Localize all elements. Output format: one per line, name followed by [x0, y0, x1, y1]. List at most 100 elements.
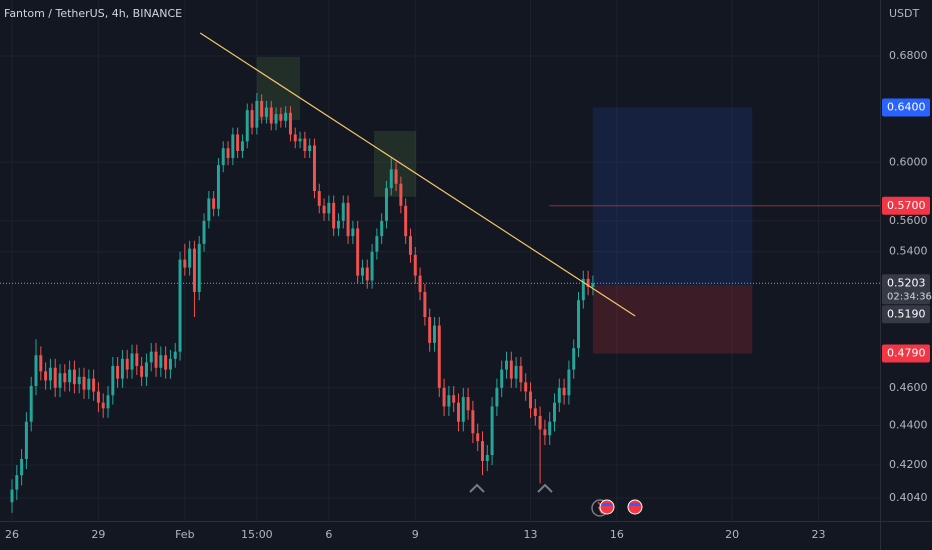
candle-body — [562, 387, 566, 396]
candle-body — [586, 278, 590, 288]
candle-body — [351, 228, 355, 237]
candle-body — [591, 283, 595, 288]
y-tick-label: 0.4040 — [889, 491, 928, 504]
candle-body — [452, 395, 456, 403]
candle-body — [577, 300, 580, 349]
candle-body — [346, 202, 350, 237]
candle-body — [308, 145, 312, 152]
candle-body — [216, 165, 220, 209]
candle-body — [178, 259, 182, 352]
candle-body — [380, 220, 384, 237]
candle-body — [68, 369, 72, 383]
x-tick-label: 20 — [725, 528, 739, 541]
entry-price-label: 0.5190 — [887, 307, 926, 320]
candle-body — [279, 114, 283, 121]
stop-price-label: 0.4790 — [887, 346, 926, 359]
y-tick-label: 0.5400 — [889, 245, 928, 258]
candle-body — [240, 141, 244, 152]
y-tick-label: 0.6800 — [889, 49, 928, 62]
candle-body — [260, 100, 264, 117]
candle-body — [442, 387, 446, 407]
candle-body — [92, 378, 96, 392]
candle-body — [557, 387, 561, 403]
x-tick-label: 16 — [610, 528, 624, 541]
candle-body — [581, 278, 585, 301]
candle-body — [10, 489, 14, 503]
candle-body — [96, 391, 100, 403]
candle-body — [15, 475, 19, 490]
swing-marker — [469, 483, 485, 493]
candle-body — [212, 198, 216, 209]
y-tick-label: 0.4600 — [889, 381, 928, 394]
x-tick-label: 15:00 — [241, 528, 273, 541]
candle-body — [44, 371, 48, 381]
candle-body — [428, 317, 432, 343]
candle-body — [533, 408, 537, 416]
target-price-label: 0.6400 — [887, 100, 926, 113]
candle-body — [336, 220, 340, 229]
candle-body — [384, 188, 388, 221]
candle-body — [519, 365, 523, 383]
candle-body — [116, 365, 120, 379]
candle-body — [394, 169, 398, 184]
candle-body — [77, 376, 81, 385]
candle-body — [548, 421, 552, 436]
candle-body — [437, 325, 441, 388]
x-tick-label: Feb — [175, 528, 194, 541]
candle-body — [207, 198, 211, 221]
candle-body — [183, 259, 187, 268]
candle-body — [500, 369, 504, 388]
candle-body — [312, 145, 316, 192]
candle-body — [303, 138, 307, 152]
candle-body — [245, 110, 249, 142]
candle-body — [173, 351, 177, 359]
candle-body — [24, 421, 28, 459]
candle-body — [202, 220, 206, 244]
candle-body — [327, 202, 331, 214]
y-tick-label: 0.5600 — [889, 214, 928, 227]
y-tick-label: 0.6000 — [889, 155, 928, 168]
candle-body — [538, 415, 542, 430]
candle-body — [375, 236, 379, 252]
candle-body — [130, 353, 134, 370]
candle-body — [111, 365, 115, 396]
candle-body — [140, 365, 144, 377]
candle-body — [39, 355, 43, 372]
candle-body — [485, 454, 489, 461]
candle-body — [58, 373, 62, 388]
candle-body — [572, 348, 576, 370]
candle-body — [461, 397, 465, 422]
candle-body — [231, 134, 235, 159]
candle-body — [404, 205, 408, 237]
candle-body — [298, 138, 302, 142]
candle-body — [480, 441, 484, 461]
candle-body — [399, 183, 403, 206]
candle-body — [48, 367, 52, 381]
candle-body — [125, 358, 129, 370]
y-tick-label: 0.4200 — [889, 458, 928, 471]
x-tick-label: 13 — [523, 528, 537, 541]
event-icon — [627, 499, 643, 515]
candle-body — [317, 191, 321, 206]
plot-layer — [0, 0, 880, 521]
candle-body — [432, 325, 436, 343]
candle-body — [365, 267, 369, 281]
candle-body — [370, 251, 374, 281]
stop-zone — [592, 285, 753, 354]
candle-body — [529, 391, 532, 409]
candle-body — [154, 351, 158, 368]
candle-body — [389, 169, 393, 189]
event-icon — [599, 499, 615, 515]
candle-body — [356, 228, 360, 276]
candle-body — [144, 362, 148, 377]
candle-body — [490, 406, 494, 455]
candle-body — [505, 360, 508, 370]
x-tick-label: 6 — [325, 528, 332, 541]
candle-body — [120, 358, 124, 379]
candle-body — [509, 360, 513, 379]
candle-body — [471, 410, 475, 434]
candle-body — [29, 385, 33, 422]
candle-body — [332, 202, 336, 229]
x-tick-label: 9 — [412, 528, 419, 541]
